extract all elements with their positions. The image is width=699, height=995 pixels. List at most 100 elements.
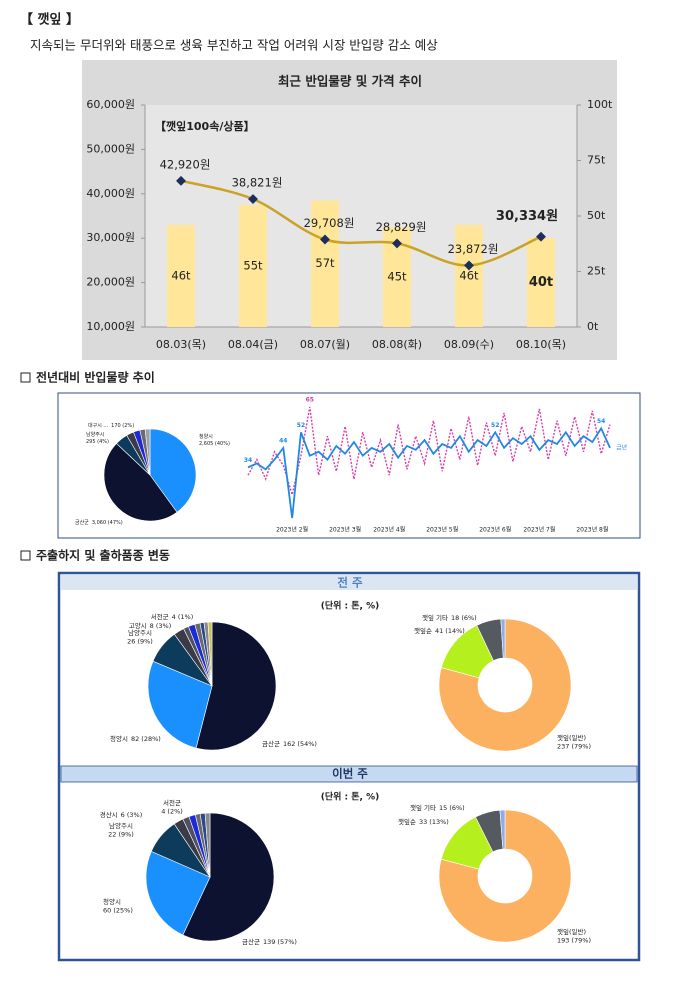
slice-category: 대구시 ...	[88, 422, 109, 429]
checkbox-icon	[20, 550, 31, 561]
slice-value: 139 (57%)	[263, 938, 297, 946]
panel-title: 이번 주	[332, 767, 368, 781]
point-label: 65	[306, 397, 314, 404]
bar-label: 55t	[243, 258, 263, 272]
x-tick-label: 08.07(월)	[300, 338, 350, 351]
slice-label: 깻잎(일반) 193 (79%)	[557, 927, 591, 945]
bar-label: 46t	[459, 268, 479, 282]
price-marker	[248, 194, 258, 204]
slice-category: 서천군	[151, 612, 169, 621]
slice-category: 깻잎순	[414, 626, 432, 635]
checkbox-icon	[20, 372, 31, 383]
slice-value: 4 (1%)	[172, 613, 194, 621]
slice-category: 고양시	[129, 622, 147, 630]
slice-label: 서천군 4 (2%)	[161, 798, 183, 816]
bar-label: 40t	[529, 275, 553, 290]
x-tick-label: 2023년 7월	[523, 526, 555, 534]
slice-label: 깻잎 기타 15 (6%)	[410, 803, 465, 812]
slice-label: 금산군 139 (57%)	[242, 937, 297, 946]
bar	[527, 238, 555, 327]
bar	[455, 224, 483, 327]
slice-value: 82 (28%)	[131, 735, 161, 743]
slice-label: 깻잎 기타 18 (6%)	[422, 613, 477, 622]
y-tick-label: 50,000원	[86, 142, 135, 155]
y2-tick-label: 50t	[587, 209, 606, 222]
slice-category: 깻잎(일반)	[557, 927, 586, 936]
bar	[311, 200, 339, 327]
price-marker	[536, 231, 546, 242]
slice-label: 금산군 3,060 (47%)	[75, 519, 123, 526]
slice-value: 15 (6%)	[439, 804, 465, 812]
x-tick-label: 08.04(금)	[228, 338, 278, 351]
annotation: 【깻잎100속/상품】	[155, 119, 255, 133]
x-tick-label: 08.08(화)	[372, 338, 422, 351]
slice-label: 청양시 2,605 (40%)	[199, 433, 230, 447]
slice-value: 6 (3%)	[121, 811, 143, 819]
y-tick-label: 10,000원	[86, 320, 135, 333]
slice-category: 청양시	[199, 433, 213, 440]
summary: 지속되는 무더위와 태풍으로 생육 부진하고 작업 어려워 시장 반입량 감소 …	[30, 38, 438, 53]
y2-tick-label: 25t	[587, 265, 606, 278]
slice-category: 깻잎 기타	[410, 803, 436, 812]
slice-value: 237 (79%)	[557, 743, 591, 751]
slice-value: 162 (54%)	[283, 740, 317, 748]
point-label: 52	[491, 422, 499, 429]
slice-value: 170 (2%)	[111, 423, 134, 429]
price-marker	[392, 238, 402, 249]
slice-label: 대구시 ... 170 (2%)	[88, 422, 134, 429]
slice-label: 깻잎순 41 (14%)	[414, 626, 465, 635]
bar	[239, 204, 267, 327]
slice-value: 18 (6%)	[451, 614, 477, 622]
slice-category: 깻잎(일반)	[557, 733, 586, 742]
price-label: 23,872원	[448, 242, 499, 256]
slice-label: 남양주시 22 (9%)	[108, 821, 134, 839]
slice-category: 금산군	[75, 519, 89, 526]
slice-label: 경산시 6 (3%)	[100, 810, 143, 819]
slice-value: 4 (2%)	[161, 808, 183, 816]
point-label: 54	[597, 418, 605, 425]
pie-slice	[207, 621, 213, 687]
slice-value: 60 (25%)	[103, 907, 133, 915]
slice-label: 남양주시 295 (4%)	[86, 431, 109, 445]
y-tick-label: 20,000원	[86, 276, 135, 289]
slice-value: 41 (14%)	[435, 627, 465, 635]
slice-value: 22 (9%)	[108, 831, 134, 839]
slice-value: 193 (79%)	[557, 937, 591, 945]
chart-title: 최근 반입물량 및 가격 추이	[278, 74, 422, 89]
slice-category: 서천군	[163, 798, 181, 807]
bar	[167, 224, 195, 327]
donut-slice	[500, 618, 506, 659]
panel-header	[60, 765, 638, 783]
slice-category: 남양주시	[109, 821, 133, 830]
bar-label: 46t	[171, 268, 191, 282]
y-tick-label: 30,000원	[86, 231, 135, 244]
x-tick-label: 2023년 2월	[276, 526, 308, 534]
slice-category: 깻잎순	[398, 817, 416, 826]
price-label: 29,708원	[304, 216, 355, 230]
slice-label: 깻잎순 33 (13%)	[398, 817, 449, 826]
unit-label: (단위 : 톤, %)	[321, 600, 380, 612]
slice-value: 295 (4%)	[86, 439, 109, 445]
price-label: 38,821원	[232, 176, 283, 190]
price-marker	[320, 234, 330, 245]
slice-value: 33 (13%)	[419, 818, 449, 826]
pie-slice	[182, 812, 275, 942]
slice-label: 깻잎(일반) 237 (79%)	[557, 733, 591, 751]
bar-label: 57t	[315, 256, 335, 270]
pie-slice	[204, 812, 211, 878]
section-title: 전년대비 반입물량 추이	[36, 370, 155, 385]
y2-tick-label: 0t	[587, 320, 599, 333]
slice-category: 금산군	[262, 739, 280, 748]
slice-label: 남양주시 26 (9%)	[127, 628, 153, 646]
pie-slice	[103, 443, 178, 522]
pie-slice	[147, 660, 213, 749]
pie-slice	[195, 621, 277, 751]
y2-tick-label: 100t	[587, 98, 613, 111]
slice-value: 26 (9%)	[127, 638, 153, 646]
doc-title: 【 깻잎 】	[20, 12, 79, 28]
y-tick-label: 60,000원	[86, 98, 135, 111]
slice-label: 고양시 8 (3%)	[129, 622, 172, 630]
slice-value: 8 (3%)	[150, 622, 172, 630]
pie-slice	[149, 428, 197, 513]
unit-label: (단위 : 톤, %)	[321, 791, 380, 803]
